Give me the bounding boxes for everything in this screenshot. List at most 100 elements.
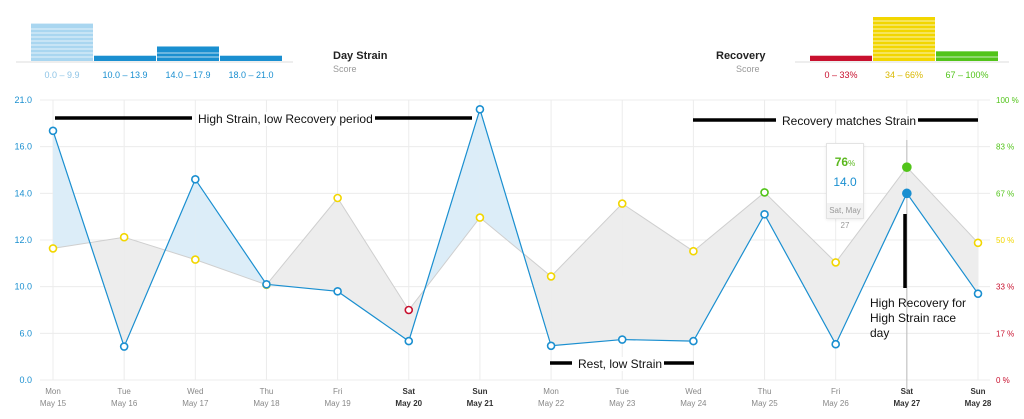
recovery-point — [690, 248, 697, 255]
recovery-legend-title: Recovery — [716, 50, 766, 62]
x-tick-date: May 24 — [680, 399, 707, 408]
left-tick-label: 10.0 — [14, 282, 32, 292]
annotation-rest: Rest, low Strain — [576, 357, 664, 371]
strain-legend-bin-bar — [220, 56, 282, 61]
strain-legend-bin-bar — [157, 46, 219, 61]
left-tick-label: 14.0 — [14, 188, 32, 198]
recovery-point — [619, 200, 626, 207]
strain-legend-subtitle: Score — [333, 64, 357, 74]
x-tick-date: May 28 — [965, 399, 992, 408]
recovery-point — [50, 245, 57, 252]
left-tick-label: 6.0 — [19, 328, 32, 338]
strain-point — [975, 290, 982, 297]
band-segment — [551, 204, 622, 346]
strain-legend-bin-bar — [94, 56, 156, 61]
strain-point — [832, 341, 839, 348]
left-tick-label: 12.0 — [14, 235, 32, 245]
recovery-legend-bin-label: 67 – 100% — [945, 70, 988, 80]
strain-point — [548, 342, 555, 349]
annotation-high-strain: High Strain, low Recovery period — [196, 112, 375, 126]
x-tick-date: May 16 — [111, 399, 138, 408]
x-tick-date: May 27 — [894, 399, 921, 408]
x-tick-date: May 21 — [467, 399, 494, 408]
strain-point — [761, 211, 768, 218]
right-tick-label: 67 % — [996, 189, 1014, 198]
right-tick-label: 17 % — [996, 329, 1014, 338]
band-segment — [622, 204, 693, 342]
right-tick-label: 100 % — [996, 96, 1019, 105]
strain-point — [50, 127, 57, 134]
left-tick-label: 21.0 — [14, 95, 32, 105]
left-tick-label: 0.0 — [19, 375, 32, 385]
x-tick-date: May 22 — [538, 399, 565, 408]
annotation-high-recovery: High Recovery for High Strain race day — [870, 296, 970, 341]
band-segment — [693, 192, 764, 341]
left-tick-label: 16.0 — [14, 142, 32, 152]
x-tick-day: Sun — [970, 387, 985, 396]
x-tick-date: May 19 — [324, 399, 351, 408]
x-tick-date: May 17 — [182, 399, 209, 408]
strain-legend-bin-label: 18.0 – 21.0 — [228, 70, 273, 80]
recovery-point — [192, 256, 199, 263]
recovery-point — [975, 239, 982, 246]
strain-point — [405, 338, 412, 345]
x-tick-day: Sun — [472, 387, 487, 396]
recovery-legend-bin-bar — [873, 17, 935, 61]
band-segment — [267, 198, 338, 291]
left-axis: 0.0 6.0 10.0 12.0 14.0 16.0 21.0 — [14, 95, 32, 385]
recovery-point — [903, 163, 911, 171]
strain-legend-bin-3: 18.0 – 21.0 — [220, 56, 282, 80]
right-axis: 0 % 17 % 33 % 50 % 67 % 83 % 100 % — [996, 96, 1019, 385]
x-tick-day: Tue — [117, 387, 131, 396]
strain-point — [476, 106, 483, 113]
strain-point — [903, 189, 911, 197]
x-tick-day: Sat — [901, 387, 914, 396]
recovery-point — [761, 189, 768, 196]
recovery-point — [334, 195, 341, 202]
strain-legend-bin-label: 0.0 – 9.9 — [44, 70, 79, 80]
recovery-legend-subtitle: Score — [736, 64, 760, 74]
x-tick-day: Thu — [758, 387, 772, 396]
strain-point — [263, 281, 270, 288]
x-tick-date: May 18 — [253, 399, 280, 408]
band-segment — [124, 237, 165, 346]
x-tick-date: May 15 — [40, 399, 67, 408]
x-tick-day: Tue — [615, 387, 629, 396]
x-tick-day: Fri — [831, 387, 841, 396]
x-tick-day: Wed — [187, 387, 203, 396]
recovery-point — [121, 234, 128, 241]
band-segment — [338, 198, 409, 341]
strain-point — [121, 343, 128, 350]
strain-legend-bin-label: 14.0 – 17.9 — [165, 70, 210, 80]
right-tick-label: 33 % — [996, 283, 1014, 292]
right-tick-label: 0 % — [996, 376, 1010, 385]
recovery-legend-bin-label: 34 – 66% — [885, 70, 923, 80]
strain-point — [619, 336, 626, 343]
recovery-legend-bin-1: 34 – 66% — [873, 17, 935, 80]
recovery-legend-bin-bar — [810, 56, 872, 61]
recovery-legend-bin-0: 0 – 33% — [810, 56, 872, 80]
x-axis: Mon May 15 Tue May 16 Wed May 17 Thu May 18 Fri M… — [40, 387, 992, 408]
recovery-point — [548, 273, 555, 280]
tooltip-strain: 14.0 — [827, 175, 863, 189]
recovery-legend-bin-2: 67 – 100% — [936, 51, 998, 80]
right-tick-label: 83 % — [996, 143, 1014, 152]
recovery-point — [476, 214, 483, 221]
x-tick-day: Thu — [260, 387, 274, 396]
recovery-point — [832, 259, 839, 266]
strain-legend-bin-0: 0.0 – 9.9 — [31, 24, 93, 80]
x-tick-day: Mon — [45, 387, 61, 396]
annotation-recovery-matches: Recovery matches Strain — [780, 114, 918, 128]
strain-legend-bin-label: 10.0 – 13.9 — [102, 70, 147, 80]
x-tick-day: Mon — [543, 387, 559, 396]
right-tick-label: 50 % — [996, 236, 1014, 245]
strain-legend-bin-2: 14.0 – 17.9 — [157, 46, 219, 80]
strain-point — [192, 176, 199, 183]
recovery-legend-bin-label: 0 – 33% — [824, 70, 857, 80]
x-tick-date: May 26 — [823, 399, 850, 408]
x-tick-date: May 23 — [609, 399, 636, 408]
band-segment — [907, 167, 978, 293]
strain-point — [690, 338, 697, 345]
